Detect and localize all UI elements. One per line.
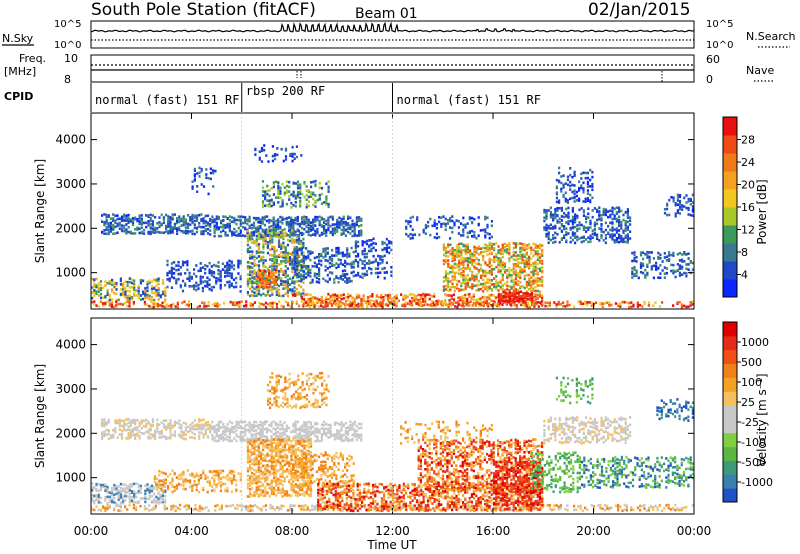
colorbar-tick-label: -100: [741, 436, 766, 449]
colorbar-tick-label: -1000: [741, 476, 773, 489]
nsky-tick-high: 10^5: [54, 19, 81, 30]
colorbar-tick-label: 20: [741, 179, 755, 192]
velocity-heatmap: [91, 371, 694, 513]
colorbar-swatch: [723, 363, 737, 378]
colorbar-tick-label: 28: [741, 134, 755, 147]
x-tick-label: 16:00: [476, 524, 511, 538]
y-tick-label: 4000: [55, 338, 86, 352]
velocity-colorbar: 1000 500 100 25 -25 -100 -500 -1000: [722, 321, 773, 503]
nave-label: Nave: [746, 64, 774, 77]
colorbar-tick-label: 500: [741, 356, 762, 369]
nsky-label: N.Sky: [2, 32, 34, 45]
x-tick-label: 20:00: [576, 524, 611, 538]
y-tick-label: 3000: [55, 177, 86, 191]
colorbar-swatch: [723, 474, 737, 489]
station-title: South Pole Station (fitACF): [91, 0, 316, 20]
nsky-tick-low: 10^0: [54, 40, 81, 51]
colorbar-swatch: [723, 243, 737, 262]
freq-tick-high: 10: [64, 52, 78, 65]
colorbar-tick-label: 100: [741, 376, 762, 389]
beam-title: Beam 01: [355, 6, 418, 22]
freq-panel-frame: [90, 54, 695, 83]
y-tick-label: 3000: [55, 382, 86, 396]
colorbar-tick-label: 24: [741, 156, 755, 169]
colorbar-swatch: [723, 391, 737, 406]
colorbar-swatch: [723, 460, 737, 475]
x-tick-label: 08:00: [275, 524, 310, 538]
colorbar-tick-label: 8: [741, 246, 748, 259]
y-tick-label: 2000: [55, 426, 86, 440]
freq-tick-low: 8: [64, 73, 71, 86]
colorbar-swatch: [723, 446, 737, 461]
colorbar-swatch: [723, 207, 737, 226]
colorbar-tick-label: 1000: [741, 336, 769, 349]
nsky-line: [90, 21, 695, 33]
colorbar-swatch: [723, 432, 737, 448]
colorbar-swatch: [723, 279, 737, 298]
cpid-label: CPID: [4, 90, 33, 103]
colorbar-swatch: [723, 135, 737, 154]
colorbar-tick-label: 12: [741, 224, 755, 237]
cpid-segments: normal (fast) 151 RF rbsp 200 RF normal (f…: [95, 83, 541, 112]
cpid-segment-label: normal (fast) 151 RF: [95, 93, 240, 107]
x-axis-label: Time UT: [366, 538, 417, 552]
power-heatmap: [91, 144, 694, 309]
nsky-panel-frame: [90, 20, 695, 49]
x-tick-label: 12:00: [375, 524, 410, 538]
y-tick-label: 4000: [55, 133, 86, 147]
nsearch-tick-high: 10^5: [706, 19, 733, 30]
y-tick-label: 1000: [55, 471, 86, 485]
colorbar-tick-label: 16: [741, 201, 755, 214]
colorbar-swatch: [723, 405, 737, 420]
colorbar-tick-label: -500: [741, 456, 766, 469]
freq-label-2: [MHz]: [4, 65, 36, 78]
nave-tick-low: 0: [706, 73, 713, 86]
colorbar-swatch: [723, 488, 737, 503]
power-colorbar-label: Power [dB]: [755, 179, 769, 244]
colorbar-swatch: [723, 322, 737, 337]
colorbar-swatch: [723, 117, 737, 136]
colorbar-swatch: [723, 225, 737, 244]
power-ylabel: Slant Range [km]: [33, 159, 47, 263]
colorbar-tick-label: 4: [741, 269, 748, 282]
nsearch-tick-low: 10^0: [706, 40, 733, 51]
y-tick-label: 2000: [55, 221, 86, 235]
colorbar-swatch: [723, 418, 737, 434]
date-title: 02/Jan/2015: [588, 0, 691, 20]
x-tick-label: 04:00: [174, 524, 209, 538]
cpid-segment-label: normal (fast) 151 RF: [397, 93, 542, 107]
nsky-trace: [90, 21, 695, 41]
power-colorbar: 4 8 12 16 20 24 28: [722, 116, 755, 298]
colorbar-swatch: [723, 153, 737, 172]
x-tick-labels: 00:00 04:00 08:00 12:00 16:00 20:00 00:00: [74, 524, 712, 538]
velocity-colorbar-label: Velocity [m s⁻¹]: [755, 373, 769, 466]
nave-tick-high: 60: [706, 53, 720, 66]
velocity-axes: 1000 2000 3000 4000: [55, 318, 695, 514]
y-tick-label: 1000: [55, 266, 86, 280]
cpid-segment-label: rbsp 200 RF: [246, 84, 325, 98]
x-tick-label: 00:00: [677, 524, 712, 538]
colorbar-swatch: [723, 335, 737, 351]
colorbar-tick-label: 25: [741, 396, 755, 409]
colorbar-swatch: [723, 261, 737, 280]
colorbar-swatch: [723, 171, 737, 190]
colorbar-swatch: [723, 189, 737, 208]
x-tick-label: 00:00: [74, 524, 109, 538]
colorbar-swatch: [723, 377, 737, 392]
freq-label-1: Freq.: [19, 52, 46, 65]
colorbar-tick-label: -25: [741, 416, 759, 429]
colorbar-swatch: [723, 349, 737, 365]
colorbar-frame: [722, 321, 738, 503]
power-axes: 1000 2000 3000 4000: [55, 113, 695, 309]
velocity-ylabel: Slant Range [km]: [33, 364, 47, 468]
nsearch-label: N.Search: [746, 30, 796, 43]
